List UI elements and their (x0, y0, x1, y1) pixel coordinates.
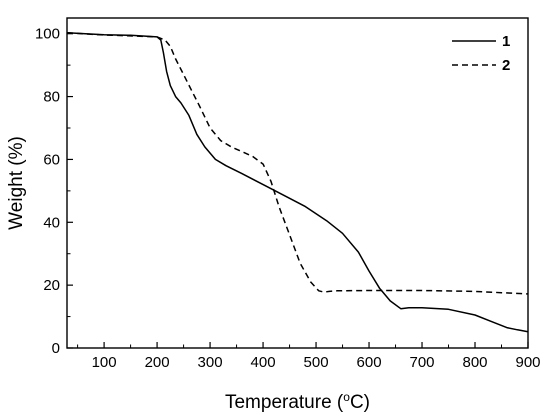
x-tick-label-600: 600 (357, 354, 382, 371)
x-axis-title-unit: C) (350, 392, 370, 413)
y-tick-label-100: 100 (35, 26, 60, 43)
x-tick-label-500: 500 (304, 354, 329, 371)
plot-area: 100 200 300 400 500 600 700 800 900 0 20 40 60 80 100 (35, 17, 541, 371)
x-axis-title-main: Temperature ( (225, 392, 344, 413)
y-tick-label-80: 80 (43, 89, 60, 106)
y-tick-label-60: 60 (43, 151, 60, 168)
x-tick-label-800: 800 (462, 354, 487, 371)
x-tick-label-200: 200 (145, 354, 170, 371)
legend-label-2: 2 (502, 57, 510, 74)
x-tick-label-100: 100 (92, 354, 117, 371)
x-axis-title: Temperature (oC) (225, 390, 370, 413)
legend: 12 (452, 33, 510, 74)
series-line-2 (66, 32, 529, 295)
ticks-layer: 100 200 300 400 500 600 700 800 900 0 20 40 60 80 100 (35, 26, 541, 371)
y-tick-label-0: 0 (52, 340, 60, 357)
y-tick-label-20: 20 (43, 277, 60, 294)
y-axis-title: Weight (%) (6, 136, 27, 230)
series-layer (66, 32, 529, 333)
plot-frame (66, 17, 529, 349)
x-tick-label-900: 900 (515, 354, 540, 371)
series-line-1 (66, 32, 529, 333)
x-tick-label-700: 700 (410, 354, 435, 371)
x-tick-label-400: 400 (251, 354, 276, 371)
y-tick-label-40: 40 (43, 214, 60, 231)
x-axis-title-degree: o (343, 390, 350, 404)
legend-label-1: 1 (502, 33, 510, 50)
x-tick-label-300: 300 (198, 354, 223, 371)
